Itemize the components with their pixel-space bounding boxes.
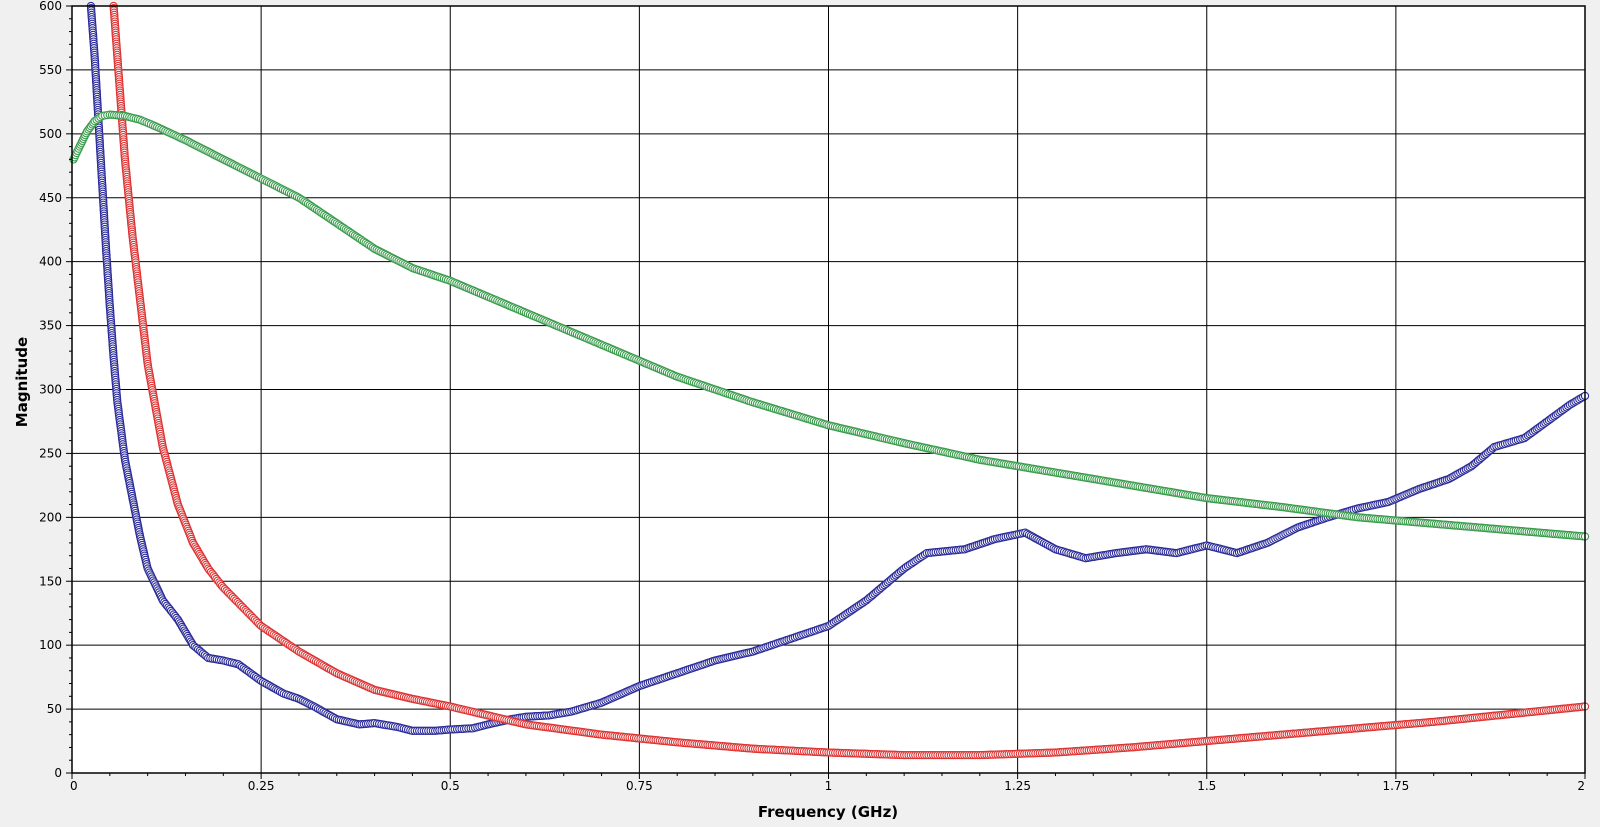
y-tick-label: 500 <box>39 127 62 141</box>
axis-ticks: 0 0.25 0.5 0.75 1 1.25 1.5 1.75 2 0 50 100 150 200 250… <box>39 0 1586 793</box>
y-tick-label: 0 <box>54 766 62 780</box>
y-tick-label: 450 <box>39 191 62 205</box>
y-tick-label: 200 <box>39 510 62 524</box>
y-tick-label: 400 <box>39 255 62 269</box>
x-tick-label: 0 <box>70 779 78 793</box>
series-2 <box>69 110 1590 541</box>
y-tick-label: 150 <box>39 574 62 588</box>
y-tick-label: 100 <box>39 638 62 652</box>
x-tick-label: 1.75 <box>1383 779 1410 793</box>
x-tick-label: 0.75 <box>626 779 653 793</box>
x-tick-label: 1 <box>825 779 833 793</box>
x-tick-label: 0.25 <box>248 779 275 793</box>
x-tick-label: 0.5 <box>441 779 460 793</box>
y-tick-label: 350 <box>39 319 62 333</box>
x-tick-label: 2 <box>1577 779 1585 793</box>
y-tick-label: 50 <box>47 702 62 716</box>
data-series <box>69 1 1590 760</box>
x-tick-label: 1.5 <box>1197 779 1216 793</box>
y-tick-label: 600 <box>39 0 62 13</box>
x-tick-label: 1.25 <box>1004 779 1031 793</box>
y-tick-label: 550 <box>39 63 62 77</box>
x-axis-label: Frequency (GHz) <box>758 803 898 821</box>
y-tick-label: 250 <box>39 446 62 460</box>
y-axis-label: Magnitude <box>13 337 31 427</box>
y-tick-label: 300 <box>39 383 62 397</box>
series-1 <box>109 1 1590 760</box>
